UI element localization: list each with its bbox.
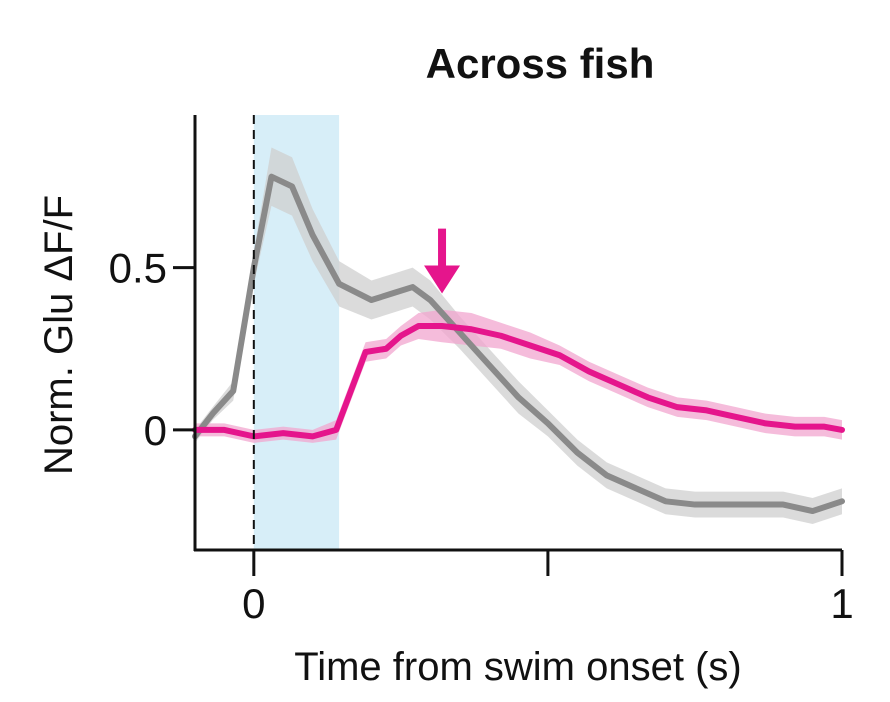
x-tick-label: 1 <box>830 580 853 627</box>
series-0-line <box>192 173 845 515</box>
pink-arrow-marker <box>424 228 461 294</box>
chart-title: Across fish <box>426 40 655 87</box>
y-axis-label: Norm. Glu ΔF/F <box>37 195 81 475</box>
axis-ticks: 0 1 0 0.5 <box>109 245 854 627</box>
y-tick-label: 0 <box>144 407 167 454</box>
y-tick-label: 0.5 <box>109 245 167 292</box>
series-lines <box>192 173 845 515</box>
series-1-line <box>192 323 845 440</box>
x-tick-label: 0 <box>242 580 265 627</box>
x-axis-label: Time from swim onset (s) <box>294 645 741 689</box>
arrow-head <box>424 265 461 294</box>
